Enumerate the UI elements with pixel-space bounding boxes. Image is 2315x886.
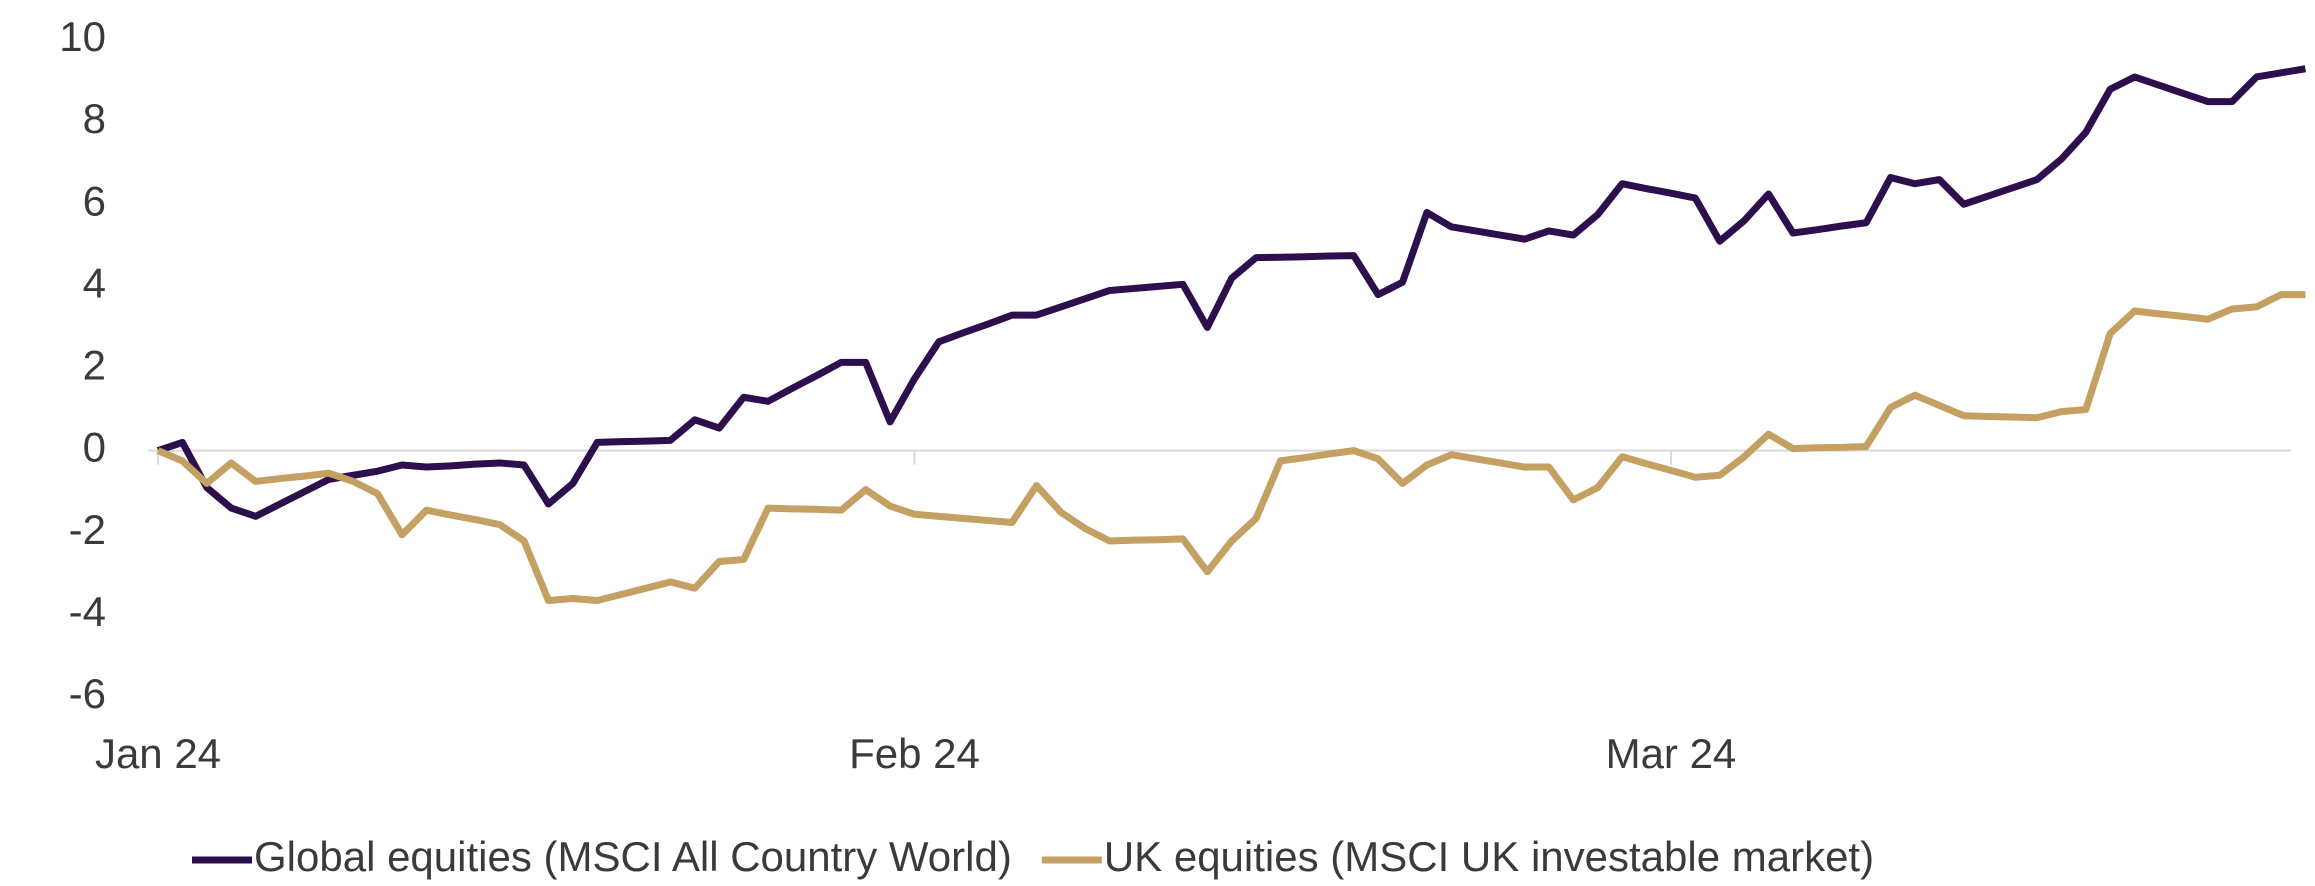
y-tick-label: 0 xyxy=(83,424,106,471)
y-tick-label: -2 xyxy=(69,506,106,553)
legend-label: UK equities (MSCI UK investable market) xyxy=(1104,833,1874,880)
x-tick-label: Mar 24 xyxy=(1606,730,1737,777)
x-tick-label: Jan 24 xyxy=(95,730,221,777)
y-tick-label: 2 xyxy=(83,342,106,389)
series-line xyxy=(156,291,2306,605)
legend-label: Global equities (MSCI All Country World) xyxy=(254,833,1012,880)
series-line xyxy=(156,65,2306,520)
y-tick-label: -4 xyxy=(69,588,106,635)
y-tick-label: 4 xyxy=(83,259,106,306)
y-tick-label: 6 xyxy=(83,177,106,224)
y-tick-label: 10 xyxy=(59,13,106,60)
y-tick-label: -6 xyxy=(69,670,106,717)
x-tick-label: Feb 24 xyxy=(849,730,980,777)
y-tick-label: 8 xyxy=(83,95,106,142)
